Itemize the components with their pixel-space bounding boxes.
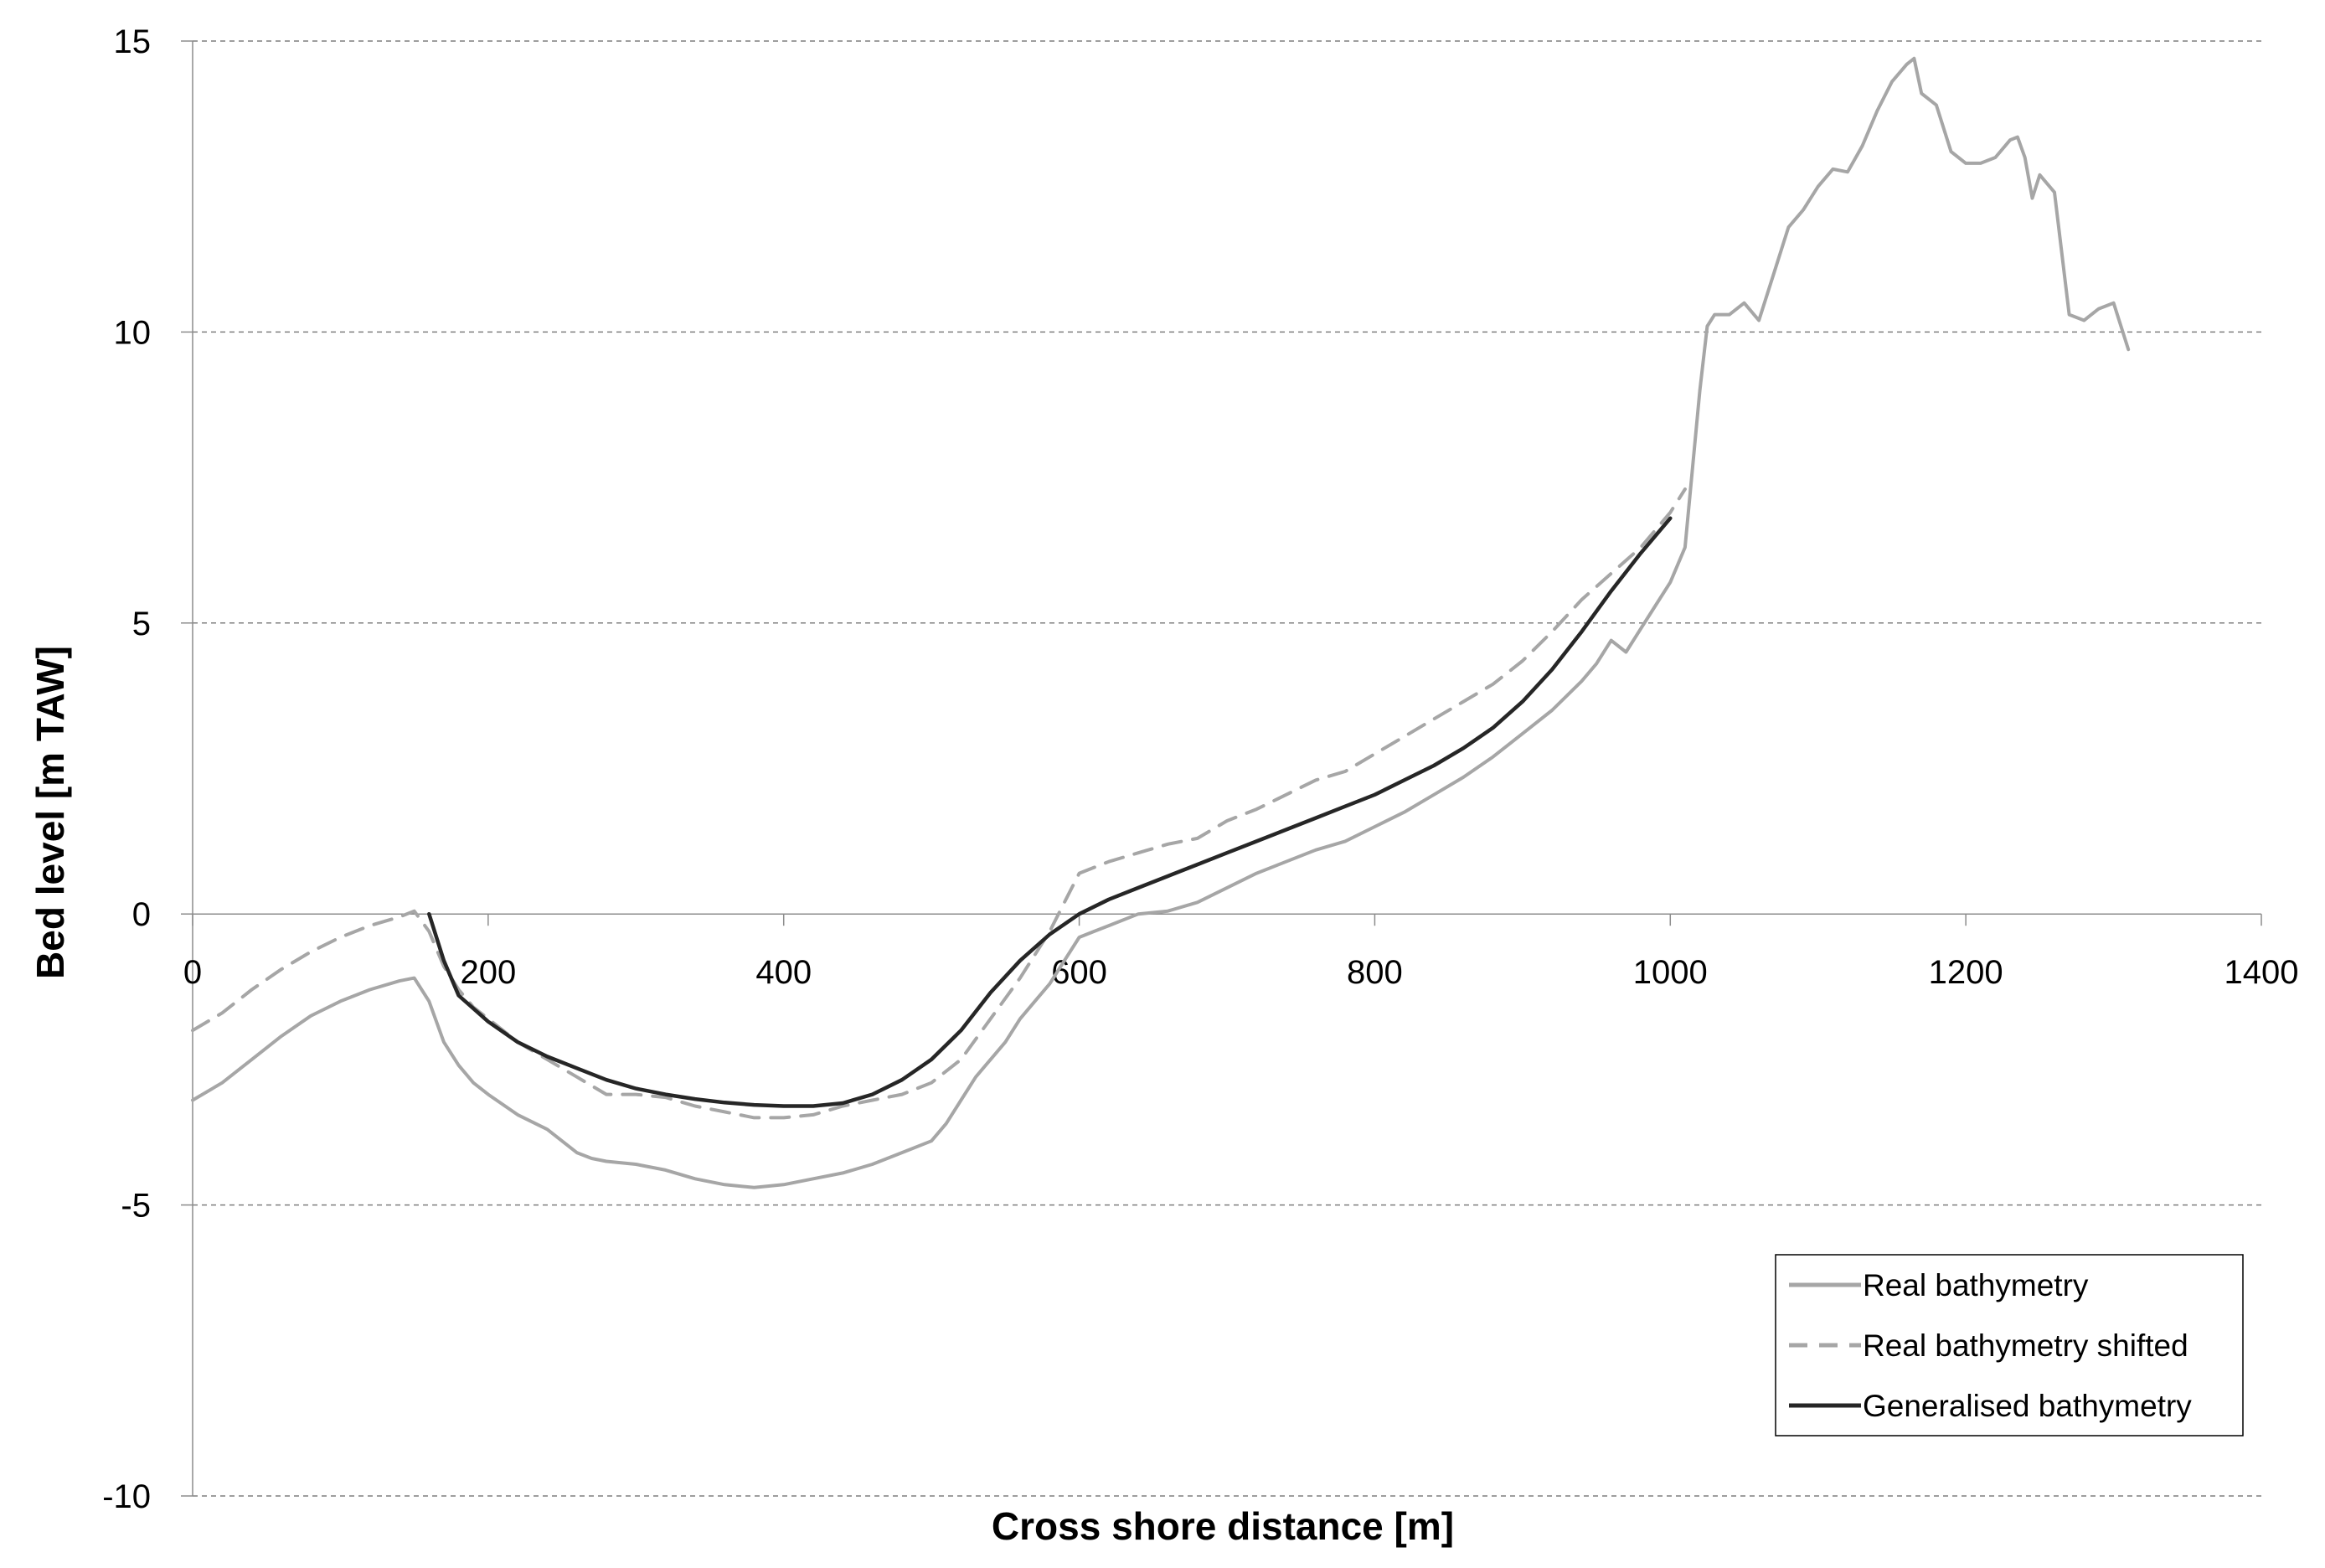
x-tick-label: 1000 (1633, 954, 1708, 991)
series-line-real-bathymetry (191, 56, 2131, 1189)
x-tick-label: 800 (1347, 954, 1403, 991)
legend: Real bathymetry Real bathymetry shifted … (1775, 1254, 2244, 1436)
series-line-generalised-bathymetry (427, 516, 1673, 1108)
legend-label-real-bathymetry: Real bathymetry (1863, 1268, 2089, 1302)
y-tick-label: 0 (132, 896, 151, 933)
y-tick-label: 5 (132, 606, 151, 642)
series-group (191, 56, 2131, 1189)
y-tick-label: 10 (114, 314, 152, 351)
y-axis-title: Bed level [m TAW] (28, 646, 72, 979)
x-tick-label: 0 (183, 954, 202, 991)
y-tick-label: -5 (121, 1188, 151, 1225)
gridlines (193, 40, 2261, 1497)
y-tick-label: 15 (114, 23, 152, 60)
y-axis-ticks: -10 -5 0 5 10 15 (102, 23, 193, 1515)
x-axis-title: Cross shore distance [m] (992, 1504, 1454, 1548)
x-tick-label: 1200 (1929, 954, 2003, 991)
x-axis-ticks: 0 200 400 600 800 1000 1200 1400 (183, 914, 2299, 991)
plot-area: 0 200 400 600 800 1000 1200 1400 -10 -5 0 5 10 15 (102, 23, 2298, 1515)
x-tick-label: 200 (460, 954, 516, 991)
x-tick-label: 400 (755, 954, 812, 991)
series-line-real-bathymetry-shifted (191, 487, 1687, 1120)
x-tick-label: 1400 (2224, 954, 2299, 991)
y-tick-label: -10 (102, 1478, 151, 1515)
legend-label-real-bathymetry-shifted: Real bathymetry shifted (1863, 1328, 2188, 1363)
x-tick-label: 600 (1051, 954, 1107, 991)
legend-label-generalised-bathymetry: Generalised bathymetry (1863, 1389, 2192, 1423)
